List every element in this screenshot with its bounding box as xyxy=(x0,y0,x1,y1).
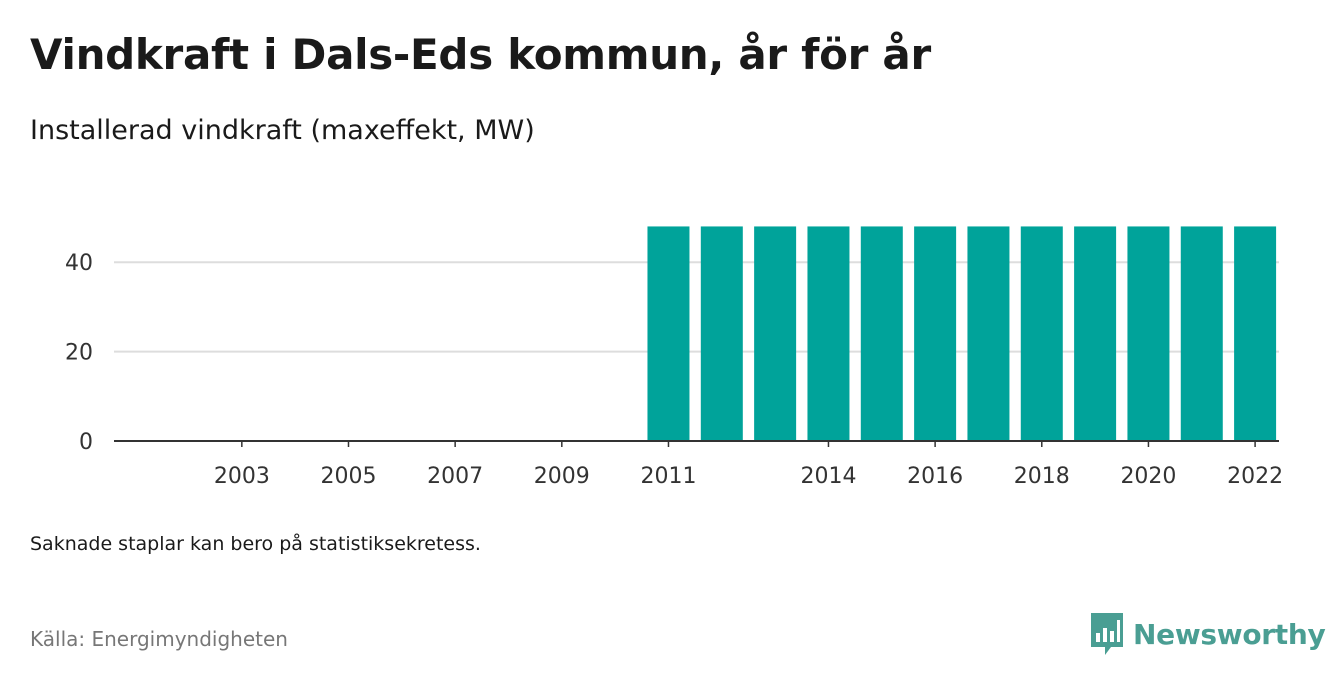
y-tick-labels: 0 20 40 xyxy=(65,251,93,455)
source-credit: Källa: Energimyndigheten xyxy=(30,627,288,651)
bar-2021 xyxy=(1180,226,1223,441)
x-tick-label: 2014 xyxy=(800,464,856,489)
bar-2019 xyxy=(1074,226,1117,441)
x-tick-label: 2011 xyxy=(640,464,696,489)
x-tick-label: 2007 xyxy=(427,464,483,489)
bar-2016 xyxy=(914,226,957,441)
bar-2022 xyxy=(1234,226,1277,441)
x-tick-label: 2018 xyxy=(1014,464,1070,489)
newsworthy-logo-icon xyxy=(1091,613,1123,655)
x-tick-label: 2016 xyxy=(907,464,963,489)
bar-2015 xyxy=(860,226,903,441)
x-tick-label: 2020 xyxy=(1120,464,1176,489)
bar-2013 xyxy=(754,226,797,441)
brand-name: Newsworthy xyxy=(1133,617,1326,651)
x-tick-label: 2022 xyxy=(1227,464,1283,489)
y-tick-label: 0 xyxy=(79,430,93,455)
footnote: Saknade staplar kan bero på statistiksek… xyxy=(30,533,481,555)
bar-2020 xyxy=(1127,226,1170,441)
x-tick-labels: 2003 2005 2007 2009 2011 2014 2016 2018 2020 2022 xyxy=(214,441,1283,489)
x-tick-label: 2003 xyxy=(214,464,270,489)
bar-2017 xyxy=(967,226,1010,441)
bar-2014 xyxy=(807,226,850,441)
chart-subtitle: Installerad vindkraft (maxeffekt, MW) xyxy=(30,115,535,146)
chart-title: Vindkraft i Dals-Eds kommun, år för år xyxy=(30,30,931,79)
bar-2018 xyxy=(1020,226,1063,441)
x-tick-label: 2005 xyxy=(320,464,376,489)
y-tick-label: 20 xyxy=(65,341,93,366)
bars xyxy=(647,226,1277,441)
brand: Newsworthy xyxy=(1089,611,1326,657)
bar-2012 xyxy=(700,226,743,441)
y-tick-label: 40 xyxy=(65,251,93,276)
bar-2011 xyxy=(647,226,690,441)
x-tick-label: 2009 xyxy=(534,464,590,489)
